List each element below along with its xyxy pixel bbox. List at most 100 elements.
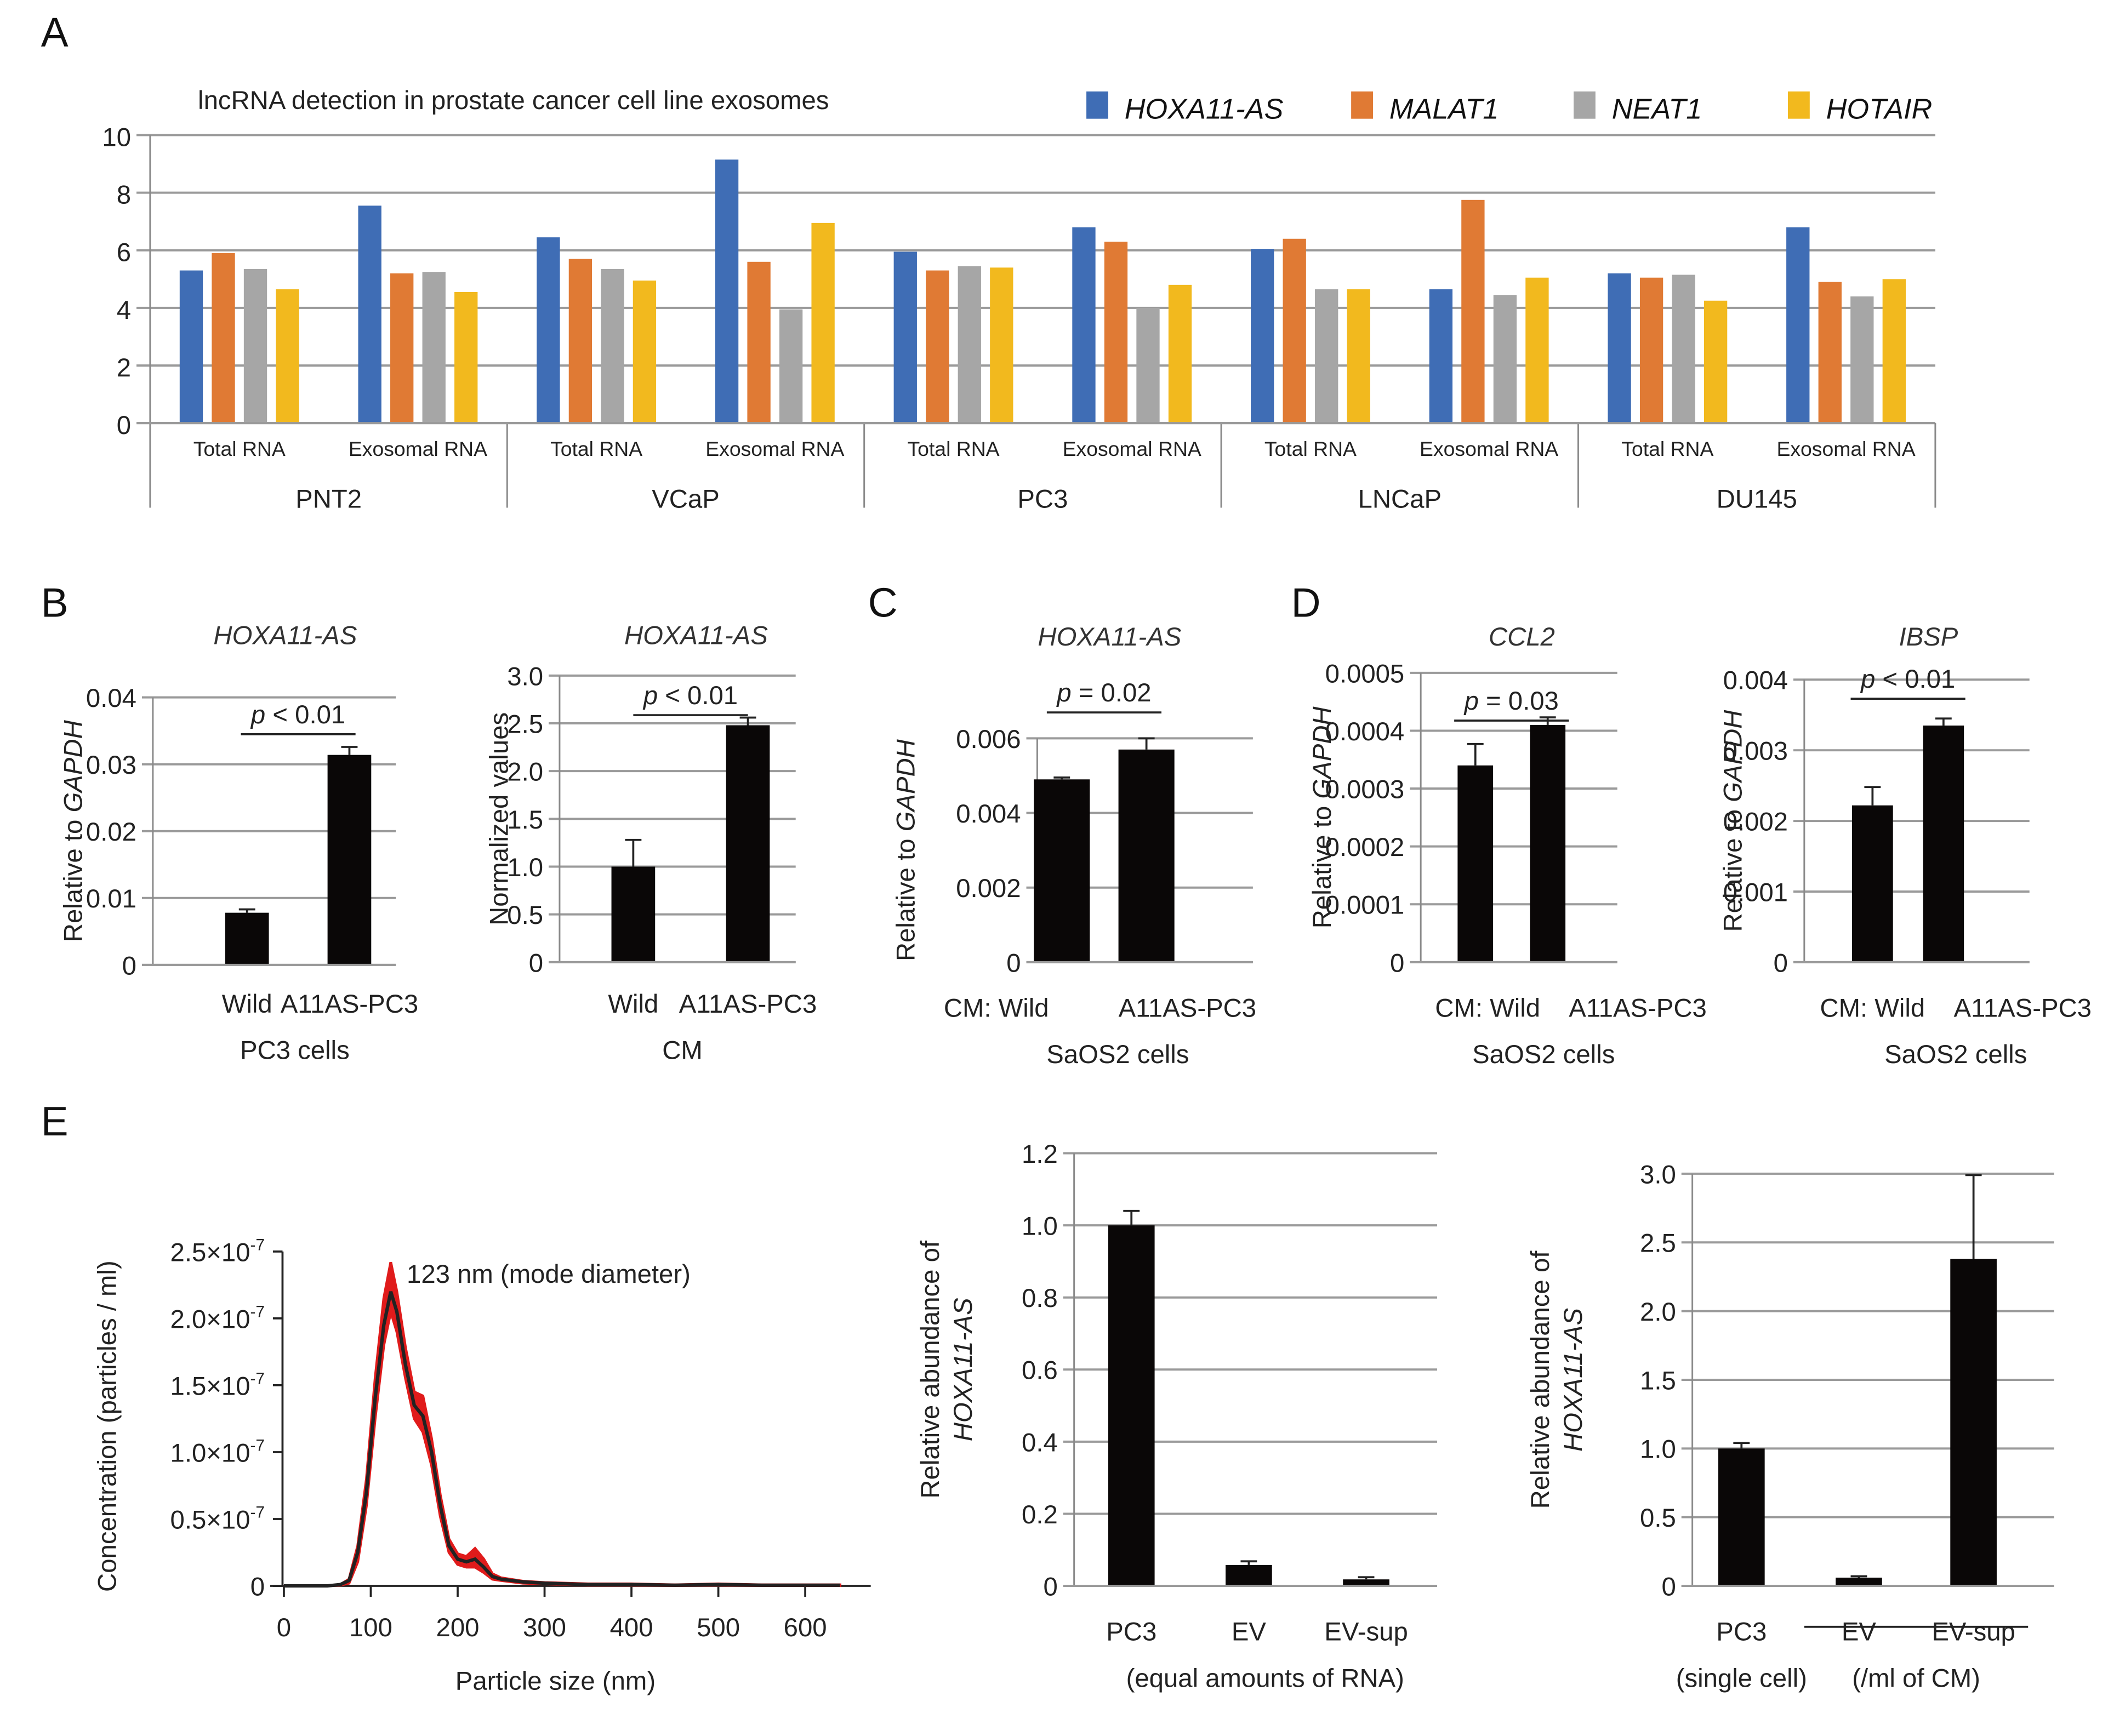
y-tick-label: 2 (117, 353, 131, 382)
y-tick-label: 0.5 (507, 901, 543, 930)
mean-line (283, 1291, 840, 1588)
y-axis-label-gene: HOXA11-AS (1559, 1308, 1588, 1452)
legend-label: HOXA11-AS (1125, 94, 1284, 125)
bar-neat1 (1493, 295, 1517, 424)
bar-hoxa11-as (715, 159, 739, 424)
bar-malat1 (1639, 277, 1663, 424)
bar-neat1 (1136, 307, 1160, 424)
y-tick-label: 0.0001 (1325, 891, 1405, 920)
bar-hotair (276, 289, 299, 424)
x-tick-label: 200 (436, 1613, 480, 1642)
y-tick-label: 0.006 (956, 725, 1021, 754)
chart-title: HOXA11-AS (213, 621, 357, 650)
bar-hotair (1704, 300, 1728, 424)
bar (1718, 1448, 1765, 1586)
bar (1923, 726, 1964, 962)
bar-hotair (811, 222, 835, 424)
bar-neat1 (1672, 275, 1695, 424)
y-tick-label: 1.0 (1640, 1435, 1676, 1464)
y-tick-label: 0.0002 (1325, 833, 1405, 862)
bar (1530, 724, 1566, 962)
subcategory-label: Exosomal RNA (1776, 437, 1915, 460)
y-tick-label: 0.6 (1022, 1356, 1058, 1385)
panel-d2-chart: 0 0.001 0.002 0.003 0.004 IBSP Relative to GAP… (1718, 623, 2092, 1069)
y-tick-label: 0.0004 (1325, 717, 1405, 746)
panel-letter-b: B (41, 580, 69, 626)
y-tick-label: 0 (529, 949, 543, 978)
y-tick-label: 3.0 (1640, 1160, 1676, 1189)
x-axis-label: SaOS2 cells (1884, 1040, 2027, 1069)
bar-hotair (1347, 289, 1370, 424)
y-tick-label: 0.004 (1723, 666, 1788, 695)
panel-b2-chart: 0 0.5 1.0 1.5 2.0 2.5 3.0 HOXA11-AS Normalized v… (485, 621, 817, 1065)
y-axis-label: Relative to GAPDH (891, 739, 920, 961)
subcategory-label: Exosomal RNA (1420, 437, 1558, 460)
x-tick-label: 400 (610, 1613, 653, 1642)
x-tick-label: 600 (784, 1613, 827, 1642)
y-tick-label: 2.5 (507, 710, 543, 739)
bar-hoxa11-as (179, 270, 203, 424)
p-value-label: p < 0.01 (1860, 665, 1955, 694)
bar (611, 866, 656, 962)
y-tick-label: 2.5×10-7 (170, 1236, 265, 1267)
panel-letter-d: D (1291, 580, 1321, 626)
bar-hotair (990, 267, 1013, 424)
x-axis-label: (equal amounts of RNA) (1126, 1664, 1404, 1693)
subcategory-label: Total RNA (1621, 437, 1713, 460)
x-axis-label: CM (662, 1036, 703, 1065)
x-category-label: A11AS-PC3 (1954, 993, 2092, 1023)
bar-hoxa11-as (1786, 227, 1810, 424)
panel-letter-c: C (868, 580, 898, 626)
y-axis-label: Relative to GAPDH (1718, 710, 1747, 932)
legend-swatch (1086, 91, 1108, 119)
bar-hotair (1168, 284, 1192, 424)
bar-hoxa11-as (1608, 273, 1631, 424)
bar (1343, 1579, 1389, 1586)
y-tick-label: 2.0 (507, 758, 543, 787)
y-axis-label: Relative abundance of (1526, 1250, 1555, 1509)
legend-swatch (1574, 91, 1596, 119)
panel-b1-chart: 0 0.01 0.02 0.03 0.04 HOXA11-AS Relative to GA… (59, 621, 418, 1065)
chart-title: HOXA11-AS (1038, 623, 1181, 652)
group-label: PC3 (1017, 484, 1068, 513)
bar-hoxa11-as (1251, 249, 1274, 424)
bar-malat1 (390, 273, 414, 424)
bar-hotair (633, 280, 657, 424)
y-tick-label: 0.03 (86, 751, 136, 780)
x-category-label: EV (1842, 1618, 1877, 1647)
bar (1851, 805, 1893, 962)
chart-title: CCL2 (1489, 623, 1555, 652)
subcategory-label: Total RNA (1264, 437, 1357, 460)
panel-a-chart: lncRNA detection in prostate cancer cell… (102, 86, 1936, 513)
y-axis-label: Relative to GAPDH (59, 719, 88, 942)
x-category-label: Wild (608, 990, 658, 1019)
bar-malat1 (1461, 199, 1485, 424)
y-tick-label: 1.0×10-7 (170, 1436, 265, 1467)
bar-neat1 (779, 309, 803, 424)
x-category-label: EV-sup (1932, 1618, 2015, 1647)
x-tick-label: 500 (697, 1613, 740, 1642)
y-tick-label: 0.002 (956, 874, 1021, 903)
bar-neat1 (601, 269, 624, 424)
y-axis-label: Concentration (particles / ml) (93, 1260, 122, 1592)
y-tick-label: 0 (1661, 1572, 1676, 1601)
panel-d1-chart: 0 0.0001 0.0002 0.0003 0.0004 0.0005 CCL2 Relat… (1308, 623, 1707, 1069)
chart-title: IBSP (1899, 623, 1958, 652)
subcategory-label: Total RNA (193, 437, 286, 460)
x-category-label: A11AS-PC3 (281, 990, 418, 1019)
group-label: PNT2 (295, 484, 362, 513)
bar-hotair (454, 292, 478, 424)
bar-neat1 (958, 266, 981, 424)
bar-malat1 (926, 270, 949, 424)
y-tick-label: 0.003 (1723, 737, 1788, 766)
bar-malat1 (212, 253, 235, 424)
y-tick-label: 1.5 (507, 806, 543, 835)
group-label: VCaP (652, 484, 720, 513)
y-axis-label: Relative to GAPDH (1308, 706, 1337, 929)
legend-swatch (1787, 91, 1810, 119)
y-tick-label: 0 (1006, 949, 1021, 978)
y-tick-label: 0 (1390, 949, 1404, 978)
bar-hotair (1882, 279, 1906, 424)
y-tick-label: 0 (1774, 949, 1788, 978)
